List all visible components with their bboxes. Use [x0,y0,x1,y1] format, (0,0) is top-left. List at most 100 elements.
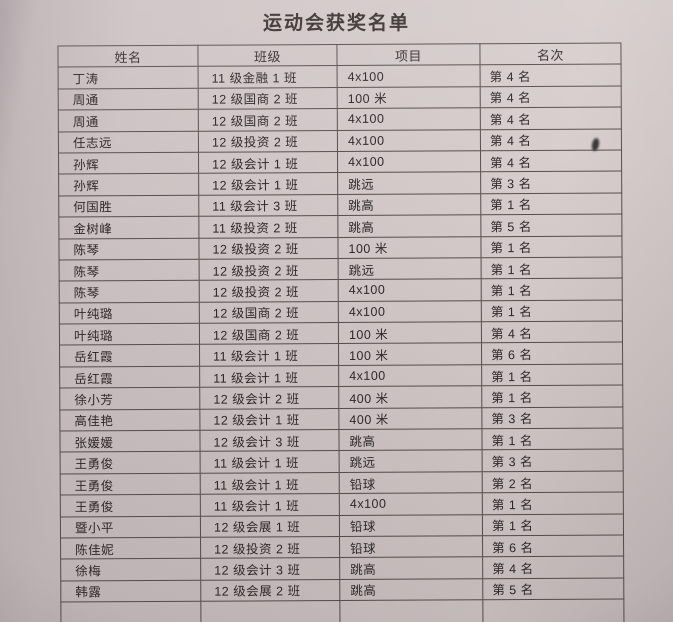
table-cell: 跳高 [339,557,483,580]
table-cell: 任志远 [58,130,199,153]
table-cell: 4x100 [337,65,481,88]
table-cell: 12 级会展 2 班 [200,579,340,602]
table-cell: 12 级投资 2 班 [198,237,339,260]
table-cell: 第 4 名 [480,128,622,151]
table-row: 韩露 12 级会展 2 班跳高第 5 名 [60,577,624,603]
table-cell: 第 3 名 [481,406,623,429]
table-cell: 12 级会计 1 班 [198,151,338,174]
table-cell: 陈琴 [58,237,200,260]
table-cell: 100 米 [338,321,482,344]
table-row: 陈琴 12 级投资 2 班 4x100 第 1 名 [59,278,623,303]
table-cell: 叶纯璐 [59,301,200,325]
table-cell: 周通 [58,88,199,111]
table-cell: 第 4 名 [481,321,623,344]
table-cell: 11 级会计 1 班 [200,450,340,474]
table-cell: 铅球 [339,535,483,558]
table-cell: 第 4 名 [482,556,624,579]
table-cell: 第 4 名 [480,107,622,130]
table-cell: 400 米 [338,407,482,430]
table-cell: 4x100 [339,492,483,516]
table-cell: 12 级会计 1 班 [198,172,338,195]
table-row: 周通 12 级国商 2 班 100 米第 4 名 [58,85,622,111]
table-row: 陈琴 12 级投资 2 班 100 米第 1 名 [58,235,623,260]
table-row: 王勇俊 11 级会计 1 班铅球第 2 名 [60,470,624,496]
table-cell: 第 6 名 [481,342,623,365]
table-cell: 暨小平 [60,515,201,538]
table-cell: 跳高 [338,428,483,451]
table-cell: 第 1 名 [482,513,624,536]
table-cell: 第 1 名 [480,235,623,258]
table-cell [482,599,625,622]
table-cell: 11 级会计 1 班 [200,472,340,495]
table-cell: 11 级会计 1 班 [200,493,340,516]
table-row: 陈佳妮 12 级投资 2 班铅球第 6 名 [60,535,624,560]
table-cell: 第 1 名 [481,385,623,408]
table-row: 徐小芳 12 级会计 2 班 400 米第 1 名 [59,385,623,410]
table-cell: 孙辉 [58,152,199,175]
header-row: 姓名 班级 项目 名次 [57,43,622,68]
table-row: 叶纯璐 12 级国商 2 班 100 米第 4 名 [59,321,623,346]
table-cell: 第 4 名 [480,85,622,108]
table-row: 叶纯璐 12 级国商 2 班 4x100 第 1 名 [59,299,623,325]
table-cell: 徐小芳 [59,387,200,410]
table-cell: 4x100 [337,150,481,173]
table-cell: 100 米 [337,236,482,259]
table-cell: 12 级会展 1 班 [200,515,340,538]
table-cell: 跳远 [337,172,481,195]
table-cell: 11 级会计 3 班 [198,194,338,217]
table-cell: 12 级会计 1 班 [199,408,339,431]
col-header-name: 姓名 [57,45,199,68]
table-cell: 跳高 [337,193,481,216]
table-cell: 12 级国商 2 班 [198,87,338,110]
table-cell: 王勇俊 [60,494,201,517]
table-cell: 12 级会计 3 班 [199,429,340,452]
table-cell: 11 级金融 1 班 [198,65,338,89]
table-cell: 11 级投资 2 班 [198,215,338,238]
table-cell: 4x100 [338,364,482,387]
table-row: 暨小平 12 级会展 1 班铅球第 1 名 [60,513,624,538]
table-cell: 第 1 名 [480,192,622,215]
table-cell: 陈琴 [59,259,200,282]
table-cell: 高佳艳 [59,408,200,432]
table-cell: 张媛媛 [59,430,201,453]
table-cell: 徐梅 [60,558,201,581]
table-cell: 11 级会计 1 班 [199,343,339,367]
table-row: 孙辉 12 级会计 1 班 4x100 第 4 名 [58,149,622,175]
table-cell: 金树峰 [58,216,199,239]
table-cell: 12 级投资 2 班 [199,279,339,302]
table-cell: 第 1 名 [481,278,623,301]
table-cell [200,600,341,622]
table-cell: 跳远 [338,257,482,280]
table-cell: 韩露 [60,580,201,603]
table-cell: 400 米 [338,386,482,409]
table-row: 任志远 12 级投资 2 班 4x100 第 4 名 [58,128,622,153]
table-row: 陈琴 12 级投资 2 班跳远第 1 名 [59,256,623,282]
table-row: 王勇俊 11 级会计 1 班跳远第 3 名 [60,449,624,474]
table-cell [60,601,202,622]
table-row: 金树峰 11 级投资 2 班跳高第 5 名 [58,214,622,239]
table-row: 岳红霞 11 级会计 1 班 4x100 第 1 名 [59,363,623,389]
table-cell: 陈琴 [59,280,200,303]
table-cell: 第 3 名 [480,171,622,194]
col-header-rank: 名次 [479,43,622,66]
table-cell: 叶纯璐 [59,323,200,346]
table-cell: 12 级会计 2 班 [199,386,339,409]
page-title: 运动会获奖名单 [262,13,410,34]
table-cell: 第 6 名 [482,535,624,558]
table-cell: 岳红霞 [59,344,200,367]
table-cell: 第 5 名 [482,577,624,600]
table-row: 周通 12 级国商 2 班 4x100 第 4 名 [58,107,622,132]
table-cell: 4x100 [338,279,482,302]
award-table-wrap: 姓名 班级 项目 名次 丁涛 11 级金融 1 班 4x100 第 4 名周通 12 级… [57,43,625,622]
table-cell: 孙辉 [58,173,199,196]
table-row: 丁涛 11 级金融 1 班 4x100 第 4 名 [58,64,622,89]
table-cell: 王勇俊 [60,451,201,474]
table-cell: 岳红霞 [59,366,200,389]
table-cell: 12 级会计 3 班 [200,557,340,581]
table-cell: 11 级会计 1 班 [199,365,339,388]
table-cell: 第 1 名 [482,492,624,515]
table-row: 孙辉 12 级会计 1 班跳远第 3 名 [58,171,622,196]
table-row: 徐梅 12 级会计 3 班跳高第 4 名 [60,556,624,581]
table-cell: 4x100 [337,129,481,152]
table-cell: 12 级投资 2 班 [198,130,338,153]
